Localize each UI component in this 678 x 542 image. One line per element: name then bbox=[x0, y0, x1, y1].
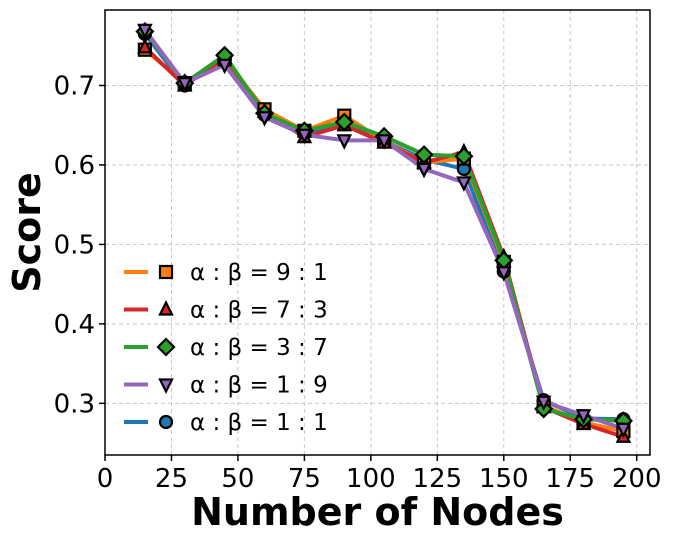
legend-label-1: α : β = 9 : 1 bbox=[190, 260, 328, 286]
legend-marker-3 bbox=[156, 337, 176, 357]
x-tick-label: 50 bbox=[221, 464, 254, 494]
legend-label-3: α : β = 3 : 7 bbox=[190, 335, 328, 361]
data-point-series-4 bbox=[336, 134, 353, 150]
y-tick-label: 0.6 bbox=[54, 151, 95, 181]
legend-marker-1 bbox=[158, 264, 174, 280]
x-tick-label: 25 bbox=[155, 464, 188, 494]
data-point-series-4 bbox=[137, 23, 153, 40]
data-point-series-4 bbox=[216, 58, 233, 75]
series-line-3 bbox=[143, 30, 624, 423]
x-tick-label: 125 bbox=[412, 464, 462, 494]
data-point-series-4 bbox=[575, 409, 592, 425]
legend: α : β = 9 : 1 α : β = 7 : 3 α : β = 3 : 7 α… bbox=[124, 260, 328, 436]
y-axis-ticks: 0.3 0.4 0.5 0.6 0.7 bbox=[54, 71, 105, 419]
y-tick-label: 0.4 bbox=[54, 310, 95, 340]
series-markers bbox=[135, 21, 633, 443]
legend-label-2: α : β = 7 : 3 bbox=[190, 298, 328, 324]
legend-label-4: α : β = 1 : 9 bbox=[190, 373, 328, 399]
data-point-series-4 bbox=[256, 111, 273, 127]
data-point-series-4 bbox=[416, 162, 432, 179]
x-axis-ticks: 0 25 50 75 100 125 150 175 200 bbox=[97, 455, 662, 494]
x-tick-label: 150 bbox=[479, 464, 529, 494]
data-point-series-4 bbox=[496, 266, 512, 282]
series-line-5 bbox=[143, 32, 624, 422]
data-point-series-3 bbox=[414, 145, 434, 165]
legend-label-5: α : β = 1 : 1 bbox=[190, 410, 328, 436]
plot-frame bbox=[104, 9, 651, 456]
x-axis-label: Number of Nodes bbox=[191, 490, 564, 534]
data-point-series-4 bbox=[376, 134, 392, 150]
x-tick-label: 175 bbox=[545, 464, 595, 494]
y-tick-label: 0.7 bbox=[54, 71, 95, 101]
data-point-series-4 bbox=[176, 77, 193, 93]
x-tick-label: 200 bbox=[612, 464, 662, 494]
data-point-series-4 bbox=[296, 128, 313, 145]
legend-marker-4 bbox=[158, 378, 174, 394]
series-line-4 bbox=[143, 28, 625, 431]
data-point-series-2 bbox=[137, 37, 153, 54]
data-point-series-3 bbox=[334, 112, 354, 132]
legend-marker-2 bbox=[158, 300, 174, 316]
x-tick-label: 75 bbox=[288, 464, 321, 494]
y-tick-label: 0.3 bbox=[54, 389, 95, 419]
data-point-series-4 bbox=[535, 395, 552, 412]
y-axis-label: Score bbox=[5, 172, 49, 293]
data-point-series-3 bbox=[454, 146, 474, 166]
legend-marker-5 bbox=[158, 414, 174, 430]
data-point-series-4 bbox=[456, 176, 472, 192]
x-tick-label: 100 bbox=[346, 464, 396, 494]
y-tick-label: 0.5 bbox=[54, 230, 95, 260]
x-tick-label: 0 bbox=[97, 464, 114, 494]
data-point-series-4 bbox=[615, 422, 632, 439]
